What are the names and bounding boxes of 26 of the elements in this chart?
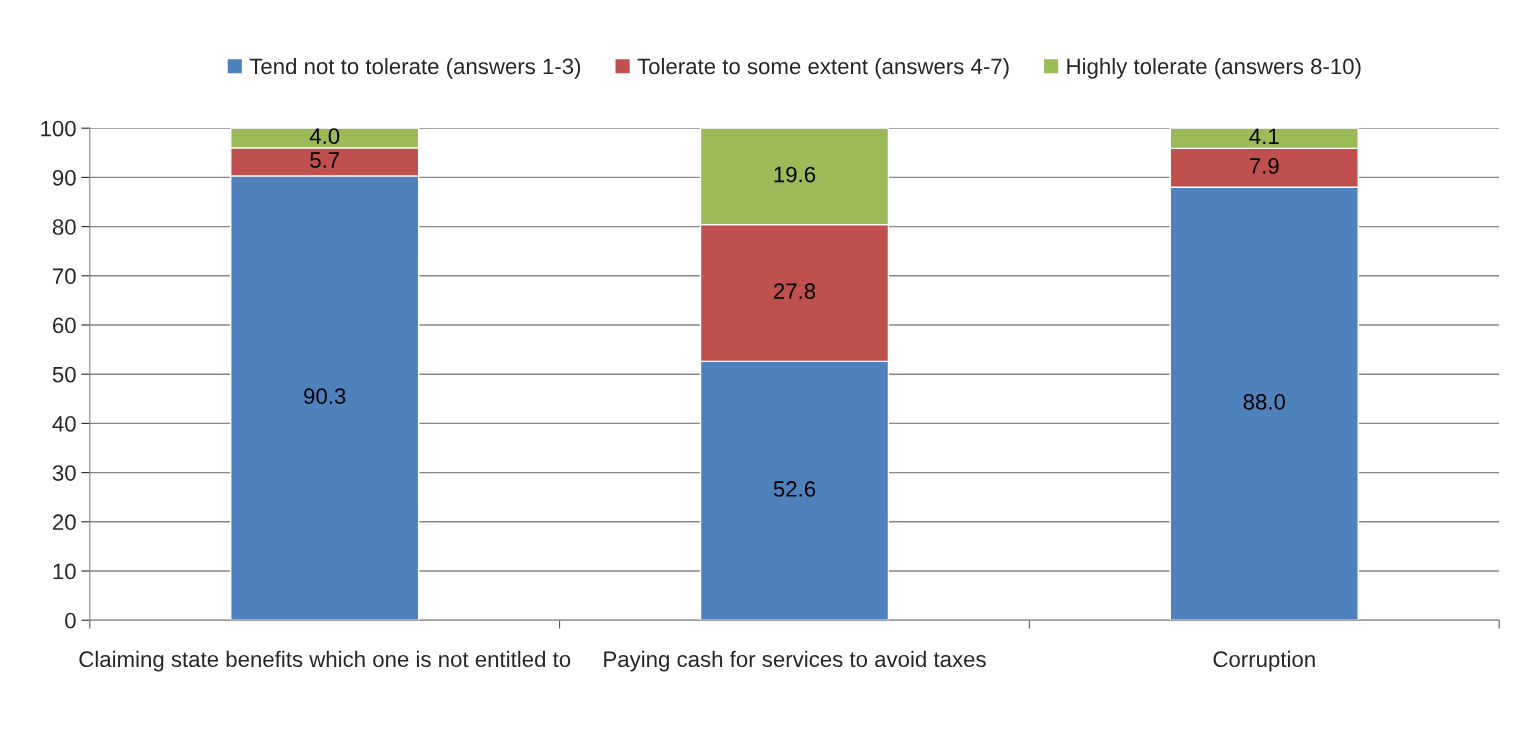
legend-label: Highly tolerate (answers 8-10)	[1067, 57, 1361, 79]
data-label: 52.6	[773, 481, 816, 497]
x-tick-label: Corruption	[1213, 650, 1315, 672]
y-tick-label: 30	[52, 465, 76, 481]
data-label: 27.8	[773, 283, 816, 299]
y-tick-label: 50	[52, 366, 76, 383]
y-tick-label: 20	[53, 514, 76, 531]
y-tick-label: 0	[65, 612, 76, 629]
data-label: 4.1	[1249, 128, 1279, 145]
legend-label: Tolerate to some extent (answers 4-7)	[637, 57, 1009, 79]
data-label: 88.0	[1243, 393, 1286, 410]
y-tick-label: 70	[53, 268, 76, 285]
x-tick-label: Paying cash for services to avoid taxes	[604, 650, 986, 672]
legend-label: Tend not to tolerate (answers 1-3)	[249, 57, 581, 79]
x-tick-label: Claiming state benefits which one is not entitled to	[79, 650, 571, 672]
y-tick-label: 100	[41, 120, 76, 137]
y-tick-label: 60	[53, 317, 76, 334]
data-label: 5.7	[310, 152, 340, 168]
data-label: 19.6	[774, 166, 816, 183]
y-tick-label: 40	[52, 415, 76, 432]
data-label: 4.0	[309, 128, 340, 144]
data-label: 90.3	[304, 388, 346, 405]
y-tick-label: 80	[52, 219, 76, 235]
data-label: 7.9	[1249, 158, 1279, 174]
y-tick-label: 90	[52, 169, 76, 186]
y-tick-label: 10	[53, 563, 76, 580]
